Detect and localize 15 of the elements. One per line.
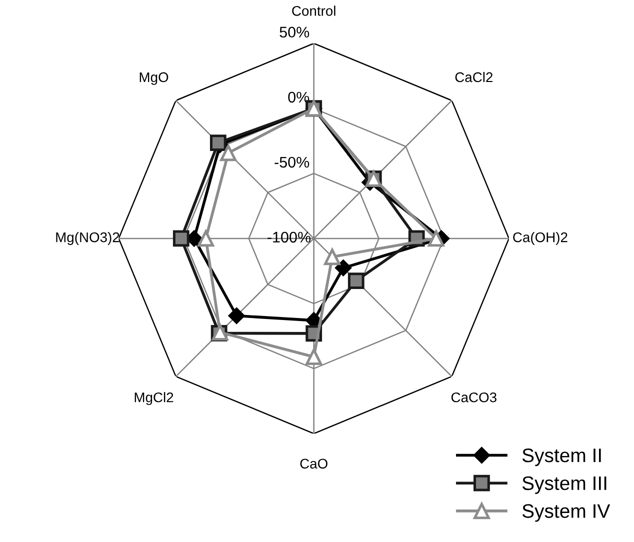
spoke-label: CaCO3 [451, 392, 496, 402]
y-tick-label: 50% [280, 26, 310, 38]
y-tick-label: 0% [288, 92, 310, 103]
spoke-label: Mg(NO3)2 [56, 232, 120, 245]
spoke-label: CaCl2 [455, 72, 492, 82]
y-tick-label: -50% [274, 156, 310, 168]
y-tick-label: -100% [268, 232, 311, 243]
legend-label: System II [522, 448, 601, 466]
spoke-label: MgCl2 [134, 392, 174, 406]
spoke-label: Control [292, 6, 336, 16]
legend-label: System III [522, 476, 606, 494]
spoke-label: Ca(OH)2 [513, 232, 568, 245]
legend-label: System IV [522, 504, 610, 522]
spoke-label: MgO [140, 72, 168, 85]
spoke-label: CaO [300, 458, 328, 469]
